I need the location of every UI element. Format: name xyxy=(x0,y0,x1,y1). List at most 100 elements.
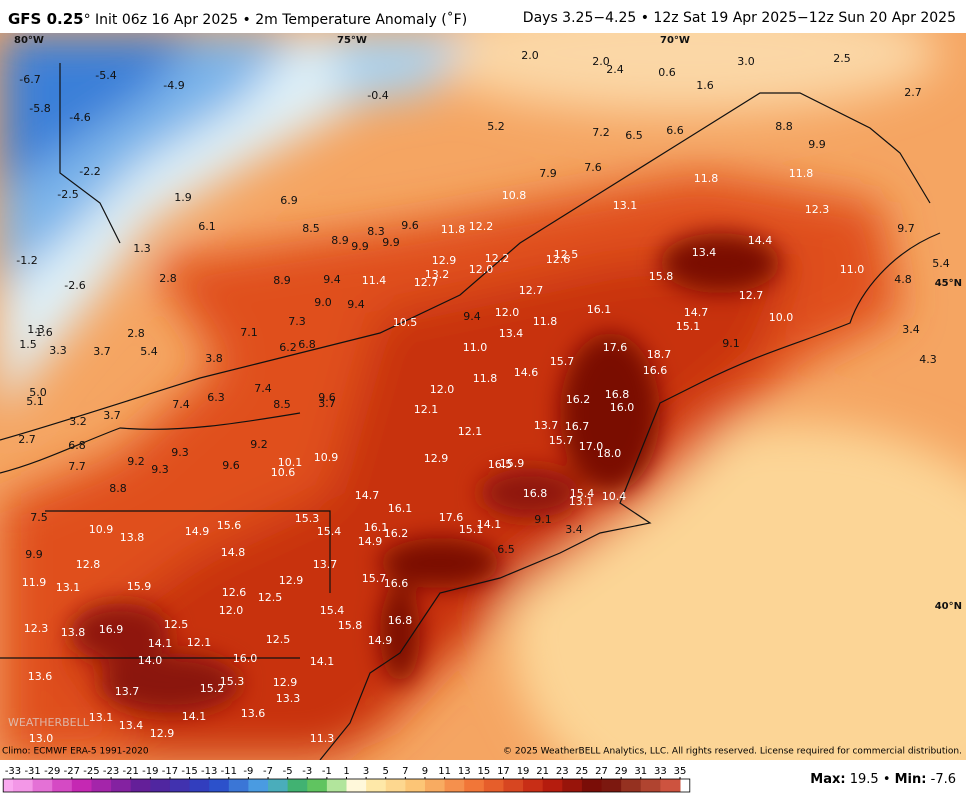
anomaly-label: 9.9 xyxy=(808,138,826,151)
anomaly-label: 13.6 xyxy=(28,670,53,683)
anomaly-label: 7.7 xyxy=(68,460,86,473)
anomaly-label: 3.4 xyxy=(565,523,583,536)
colorbar-tick-label: -21 xyxy=(123,766,139,777)
colorbar-swatch xyxy=(71,779,92,792)
anomaly-label: 12.9 xyxy=(432,254,457,267)
anomaly-label: 15.6 xyxy=(217,519,242,532)
anomaly-label: 12.5 xyxy=(554,248,579,261)
anomaly-label: -0.4 xyxy=(367,89,388,102)
anomaly-label: 9.1 xyxy=(534,513,552,526)
anomaly-label: 11.0 xyxy=(840,263,865,276)
colorbar-swatch xyxy=(130,779,151,792)
min-value: -7.6 xyxy=(930,772,956,787)
anomaly-label: 9.4 xyxy=(463,310,481,323)
colorbar-tick-label: -7 xyxy=(263,766,273,777)
anomaly-label: 11.4 xyxy=(362,274,387,287)
colorbar-swatch xyxy=(169,779,191,792)
anomaly-label: 15.8 xyxy=(649,270,674,283)
map-labels: 80°W 75°W 70°W 45°N 40°N -6.7 -5.4 -4.9 -0.4 -5.8… xyxy=(14,35,962,745)
anomaly-label: 1.3 xyxy=(27,323,45,336)
colorbar-tick-label: 33 xyxy=(654,766,667,777)
anomaly-label: 15.9 xyxy=(500,457,525,470)
colorbar-swatch xyxy=(601,779,622,792)
coastlines xyxy=(0,63,941,760)
colorbar-tick-label: -27 xyxy=(64,766,80,777)
anomaly-label: 3.3 xyxy=(49,344,67,357)
colorbar-tick-label: -11 xyxy=(221,766,237,777)
anomaly-label: 12.8 xyxy=(76,558,101,571)
anomaly-label: 12.1 xyxy=(187,636,212,649)
anomaly-label: 7.4 xyxy=(172,398,190,411)
anomaly-label: 14.7 xyxy=(684,306,709,319)
anomaly-label: 9.3 xyxy=(151,463,169,476)
anomaly-label: -5.8 xyxy=(29,102,50,115)
colorbar-swatch xyxy=(523,779,544,792)
anomaly-label: 13.6 xyxy=(241,707,266,720)
colorbar-tick-label: 25 xyxy=(576,766,589,777)
anomaly-label: 12.0 xyxy=(219,604,244,617)
anomaly-label: 2.7 xyxy=(18,433,36,446)
anomaly-label: 5.1 xyxy=(26,395,44,408)
anomaly-label: -2.6 xyxy=(64,279,85,292)
anomaly-label: 2.5 xyxy=(833,52,851,65)
anomaly-label: 13.4 xyxy=(692,246,717,259)
anomaly-label: 10.5 xyxy=(393,316,418,329)
anomaly-label: 14.1 xyxy=(148,637,173,650)
colorbar-tick-label: 13 xyxy=(458,766,471,777)
copyright: © 2025 WeatherBELL Analytics, LLC. All r… xyxy=(503,747,962,757)
anomaly-label: 17.6 xyxy=(439,511,464,524)
anomaly-label: 8.9 xyxy=(273,274,291,287)
warm-cores xyxy=(70,233,780,713)
anomaly-label: 9.6 xyxy=(401,219,419,232)
grid-label: 45°N xyxy=(935,278,962,289)
anomaly-label: 7.1 xyxy=(240,326,258,339)
climo-note: Climo: ECMWF ERA-5 1991-2020 xyxy=(2,747,149,757)
footer: -33 -31 -29 -27 -25 -23 -21 -19 -17 -15 -13 -11 -9 -7… xyxy=(0,760,966,808)
anomaly-label: 17.6 xyxy=(603,341,628,354)
colorbar-swatch xyxy=(3,779,13,792)
anomaly-label: 15.3 xyxy=(295,512,320,525)
anomaly-label: 3.4 xyxy=(902,323,920,336)
anomaly-label: 14.9 xyxy=(358,535,383,548)
anomaly-label: 9.0 xyxy=(314,296,332,309)
anomaly-label: 12.2 xyxy=(469,220,494,233)
anomaly-label: 8.9 xyxy=(331,234,349,247)
anomaly-label: 14.6 xyxy=(514,366,539,379)
anomaly-label: 8.5 xyxy=(273,398,291,411)
anomaly-label: 12.7 xyxy=(739,289,764,302)
anomaly-label: 16.5 xyxy=(488,458,513,471)
colorbar: -33 -31 -29 -27 -25 -23 -21 -19 -17 -15 -13 -11 -9 -7… xyxy=(2,766,691,793)
colorbar-tick-label: 3 xyxy=(363,766,369,777)
colorbar-tick-label: -15 xyxy=(181,766,197,777)
anomaly-label: 13.7 xyxy=(313,558,338,571)
anomaly-label: 13.1 xyxy=(56,581,81,594)
anomaly-label: 10.9 xyxy=(314,451,339,464)
anomaly-label: 6.6 xyxy=(666,124,684,137)
anomaly-label: 13.1 xyxy=(89,711,114,724)
anomaly-label: 10.4 xyxy=(602,490,627,503)
anomaly-label: 10.1 xyxy=(278,456,303,469)
anomaly-label: 14.7 xyxy=(355,489,380,502)
anomaly-label: 12.9 xyxy=(279,574,304,587)
max-value: 19.5 xyxy=(849,772,879,787)
anomaly-label: 3.0 xyxy=(737,55,755,68)
anomaly-label: 16.8 xyxy=(388,614,413,627)
anomaly-label: 15.9 xyxy=(127,580,152,593)
anomaly-label: 11.8 xyxy=(533,315,558,328)
anomaly-label: -2.2 xyxy=(79,165,100,178)
colorbar-swatch xyxy=(228,779,249,792)
colorbar-tick-label: -3 xyxy=(302,766,312,777)
colorbar-tick-label: 9 xyxy=(422,766,428,777)
map: 80°W 75°W 70°W 45°N 40°N -6.7 -5.4 -4.9 -0.4 -5.8… xyxy=(0,33,966,760)
colorbar-tick-label: 5 xyxy=(383,766,389,777)
colorbar-tick-label: 21 xyxy=(536,766,549,777)
anomaly-label: 6.2 xyxy=(279,341,297,354)
anomaly-label: 14.9 xyxy=(185,525,210,538)
anomaly-label: 13.8 xyxy=(61,626,86,639)
grid-label: 70°W xyxy=(660,35,690,46)
colorbar-tick-label: 35 xyxy=(674,766,687,777)
anomaly-label: 7.9 xyxy=(539,167,557,180)
anomaly-label: 8.8 xyxy=(109,482,127,495)
anomaly-label: 9.3 xyxy=(171,446,189,459)
